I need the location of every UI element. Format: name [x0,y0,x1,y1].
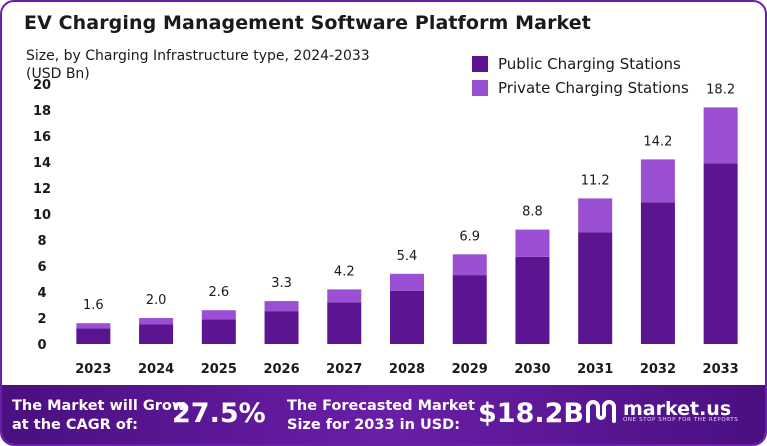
forecast-label-line-2: Size for 2033 in USD: [287,417,461,433]
data-label-2024: 2.0 [146,293,167,308]
cagr-label-line-2: at the CAGR of: [12,417,138,433]
bar-private-2025 [201,310,236,320]
legend-item-private: Private Charging Stations [472,76,689,100]
x-tick-label-2032: 2032 [640,362,676,377]
bar-private-2024 [139,318,174,325]
x-tick-label-2026: 2026 [263,362,299,377]
bar-public-2024 [139,324,174,344]
y-tick-label: 18 [33,104,51,119]
bar-private-2026 [264,301,299,312]
x-tick-label-2023: 2023 [75,362,111,377]
cagr-value: 27.5% [172,398,266,429]
data-label-2032: 14.2 [643,134,672,149]
data-label-2027: 4.2 [334,264,355,279]
subtitle-line-2: (USD Bn) [26,66,90,82]
chart-subtitle: Size, by Charging Infrastructure type, 2… [26,47,446,83]
data-label-2023: 1.6 [83,298,104,313]
legend: Public Charging Stations Private Chargin… [472,52,689,100]
footer-banner: The Market will Grow at the CAGR of: 27.… [2,385,765,444]
brand-tagline: ONE STOP SHOP FOR THE REPORTS [623,417,739,423]
y-tick-label: 14 [33,156,51,171]
data-label-2028: 5.4 [397,249,418,264]
y-tick-label: 2 [37,312,46,327]
bar-private-2031 [578,198,613,233]
bar-private-2023 [76,323,111,329]
bar-public-2026 [264,311,299,344]
bar-private-2028 [390,273,424,291]
bar-public-2029 [452,275,487,344]
x-tick-label-2027: 2027 [326,362,362,377]
bar-public-2028 [390,290,424,344]
data-label-2030: 8.8 [522,205,543,220]
y-tick-label: 4 [37,286,46,301]
legend-label-public: Public Charging Stations [498,55,681,73]
brand-logo: market.us ONE STOP SHOP FOR THE REPORTS [585,397,738,425]
y-tick-label: 20 [33,78,51,93]
x-tick-label-2029: 2029 [452,362,488,377]
data-label-2033: 18.2 [706,82,735,97]
y-tick-label: 10 [33,208,51,223]
data-label-2029: 6.9 [459,229,480,244]
x-tick-label-2031: 2031 [577,362,613,377]
legend-label-private: Private Charging Stations [498,79,689,97]
bar-public-2025 [201,319,236,344]
legend-item-public: Public Charging Stations [472,52,689,76]
x-tick-label-2030: 2030 [514,362,550,377]
bar-private-2030 [515,229,550,257]
y-tick-label: 16 [33,130,51,145]
bar-public-2023 [76,328,111,344]
bar-public-2031 [578,232,613,344]
cagr-label: The Market will Grow at the CAGR of: [12,397,185,435]
bar-private-2033 [703,107,738,164]
data-label-2031: 11.2 [581,173,610,188]
forecast-value: $18.2B [478,398,584,429]
bar-public-2027 [327,302,362,344]
legend-swatch-private [472,80,488,96]
data-label-2026: 3.3 [271,276,292,291]
bar-private-2032 [640,159,675,203]
y-tick-label: 0 [37,338,46,353]
y-tick-label: 12 [33,182,51,197]
bar-private-2027 [327,289,362,303]
bar-public-2032 [640,202,675,344]
data-label-2025: 2.6 [208,285,229,300]
bar-public-2030 [515,256,550,344]
forecast-label: The Forecasted Market Size for 2033 in U… [287,397,475,435]
subtitle-line-1: Size, by Charging Infrastructure type, 2… [26,48,370,64]
y-tick-label: 8 [37,234,46,249]
x-tick-label-2024: 2024 [138,362,174,377]
bar-chart: 0 2 4 6 8 10 12 14 16 18 20 1.6 2023 2.0 2024 2.6 2025 3.… [33,78,739,377]
y-tick-label: 6 [37,260,46,275]
forecast-label-line-1: The Forecasted Market [287,398,475,414]
legend-swatch-public [472,56,488,72]
market-us-logo-icon [586,400,616,423]
x-tick-label-2033: 2033 [703,362,739,377]
bar-private-2029 [452,254,487,276]
x-tick-label-2025: 2025 [201,362,237,377]
bar-public-2033 [703,163,738,344]
x-tick-label-2028: 2028 [389,362,425,377]
chart-title: EV Charging Management Software Platform… [24,12,591,34]
brand-name: market.us [623,398,732,420]
cagr-label-line-1: The Market will Grow [12,398,186,414]
